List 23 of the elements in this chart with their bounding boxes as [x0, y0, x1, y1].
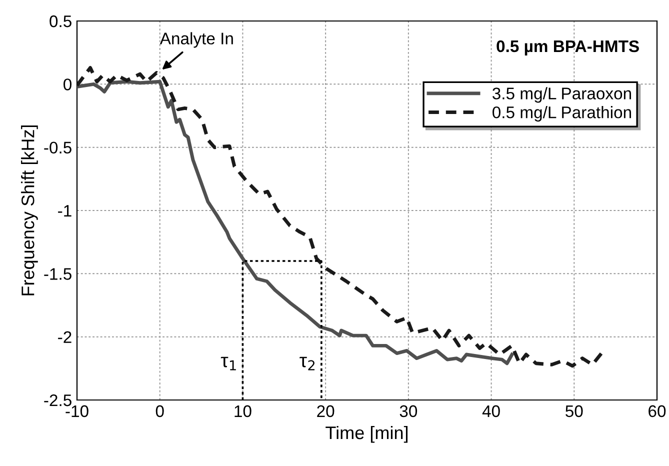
x-tick-label: 20 — [317, 405, 334, 418]
y-tick-label: -1 — [58, 205, 72, 217]
x-tick-label: 30 — [400, 405, 418, 418]
annotation: τ$_{1}$ — [220, 356, 236, 370]
y-tick-label: -2 — [58, 331, 72, 343]
x-tick-label: 0 — [156, 405, 164, 418]
x-tick-label: 60 — [648, 405, 666, 418]
annotation: τ$_{2}$ — [300, 356, 315, 370]
y-tick-label: 0.5 — [50, 15, 72, 28]
y-tick-label: 0 — [64, 78, 72, 90]
y-tick-label: -1.5 — [44, 268, 72, 280]
legend-label: 3.5 mg/L Paraoxon — [492, 87, 631, 103]
x-tick-label: -10 — [66, 405, 88, 418]
annotation: 0.5 µm BPA-HMTS — [496, 40, 639, 56]
x-tick-label: 40 — [482, 405, 500, 418]
x-axis-title: Time [min] — [326, 426, 408, 443]
y-tick-label: -2.5 — [44, 394, 72, 406]
legend-label: 0.5 mg/L Parathion — [492, 106, 631, 122]
y-tick-label: -0.5 — [44, 142, 72, 154]
x-tick-label: 50 — [566, 405, 583, 418]
y-axis-title: Frequency Shift [kHz] — [21, 125, 38, 296]
annotation: Analyte In — [160, 32, 233, 48]
x-tick-label: 10 — [234, 405, 252, 418]
